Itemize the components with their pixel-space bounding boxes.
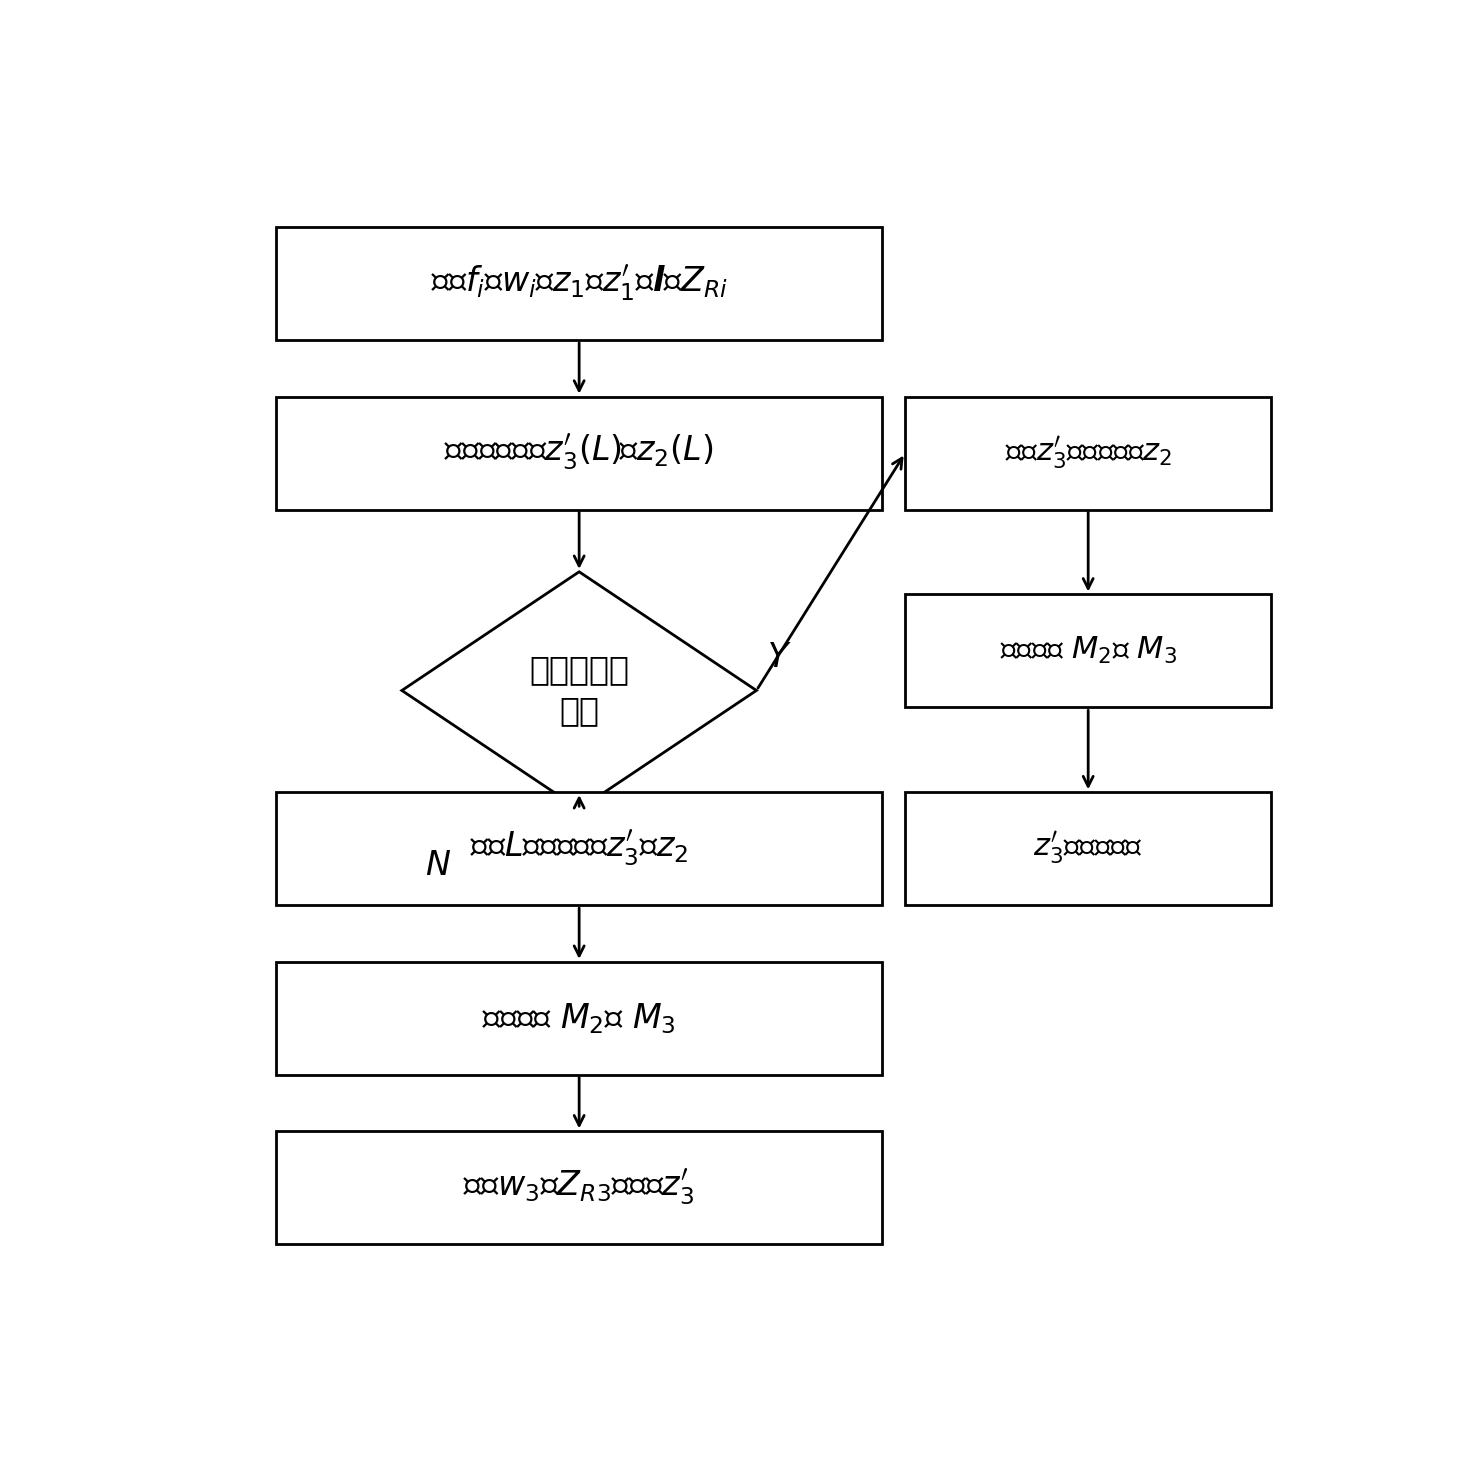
Text: 移动透镜 $M_2$和 $M_3$: 移动透镜 $M_2$和 $M_3$ — [999, 636, 1176, 666]
Bar — [276, 1132, 883, 1245]
Bar — [276, 396, 883, 509]
Text: $z_3'$自适应变化: $z_3'$自适应变化 — [1033, 829, 1142, 868]
Text: 焦点位置需
改变: 焦点位置需 改变 — [528, 653, 629, 727]
Bar — [276, 962, 883, 1075]
Text: 得出函数关系$z_3'$($L$)和$z_2$($L$): 得出函数关系$z_3'$($L$)和$z_2$($L$) — [444, 433, 714, 473]
Text: Y: Y — [768, 640, 788, 674]
Bar — [905, 595, 1271, 708]
Text: 根据$z_3'$计算调整量$z_2$: 根据$z_3'$计算调整量$z_2$ — [1005, 435, 1172, 471]
Bar — [905, 793, 1271, 906]
Text: 根据$L$计算调整量$z_3'$、$z_2$: 根据$L$计算调整量$z_3'$、$z_2$ — [469, 828, 688, 869]
Text: 保持$w_3$和$Z_{R3}$；控制$z_3'$: 保持$w_3$和$Z_{R3}$；控制$z_3'$ — [463, 1167, 695, 1208]
Bar — [905, 396, 1271, 509]
Polygon shape — [401, 573, 757, 809]
Bar — [276, 793, 883, 906]
Bar — [276, 228, 883, 341]
Text: 移动透镜 $M_2$和 $M_3$: 移动透镜 $M_2$和 $M_3$ — [483, 1001, 676, 1035]
Text: N: N — [425, 849, 450, 882]
Text: 已知$f_i$、$w_i$、$z_1$、$z_1'$、$\boldsymbol{l}$和$Z_{Ri}$: 已知$f_i$、$w_i$、$z_1$、$z_1'$、$\boldsymbol{… — [431, 263, 728, 304]
